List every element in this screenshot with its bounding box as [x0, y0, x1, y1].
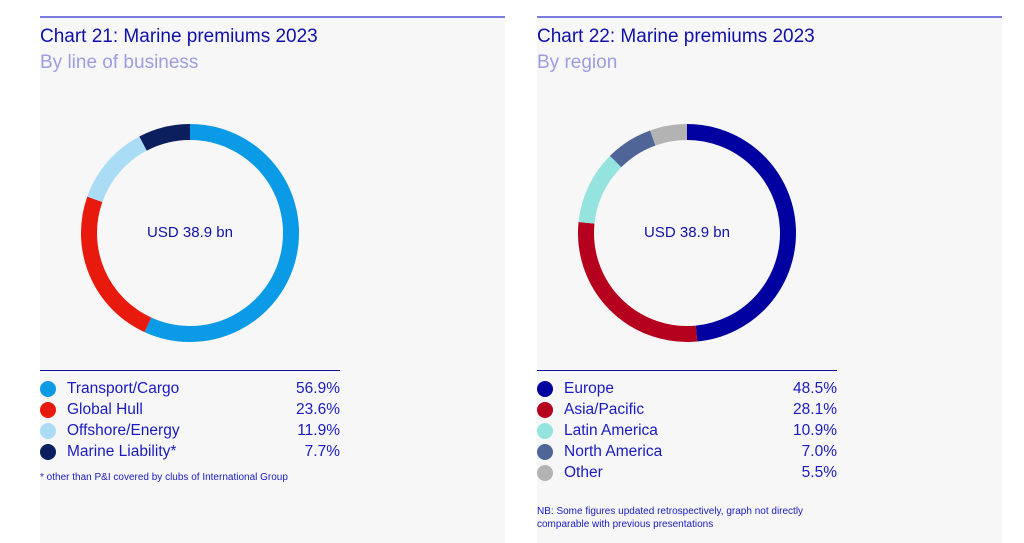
legend-label: Transport/Cargo: [67, 379, 180, 397]
chart-subtitle: By line of business: [40, 52, 199, 73]
donut-slice: [87, 136, 147, 203]
legend-item: Marine Liability* 7.7%: [40, 441, 340, 462]
chart-subtitle: By region: [537, 52, 618, 73]
legend-value: 28.1%: [793, 400, 837, 418]
legend-value: 10.9%: [793, 421, 837, 439]
center-label: USD 38.9 bn: [644, 224, 730, 241]
legend-swatch: [537, 380, 553, 397]
legend-label: Other: [564, 463, 603, 481]
legend-value: 56.9%: [296, 379, 340, 397]
donut-slice: [139, 124, 191, 151]
donut-slice: [81, 196, 152, 333]
legend-label: Marine Liability*: [67, 442, 177, 460]
chart-panel-lob: Chart 21: Marine premiums 2023 By line o…: [40, 16, 505, 543]
legend-label: Asia/Pacific: [564, 400, 645, 418]
donut-slice: [578, 155, 622, 224]
legend-label: Europe: [564, 379, 614, 397]
legend: Transport/Cargo 56.9% Global Hull 23.6% Offs…: [40, 370, 340, 462]
legend-swatch: [40, 443, 56, 460]
legend-item: Transport/Cargo 56.9%: [40, 378, 340, 399]
footnote: * other than P&I covered by clubs of Int…: [40, 472, 288, 483]
legend-item: Asia/Pacific 28.1%: [537, 399, 837, 420]
legend-swatch: [537, 401, 553, 418]
legend-label: North America: [564, 442, 663, 460]
legend-item: Latin America 10.9%: [537, 420, 837, 441]
donut-chart: [81, 124, 299, 342]
legend-label: Latin America: [564, 421, 658, 439]
legend-swatch: [40, 401, 56, 418]
legend-label: Global Hull: [67, 400, 143, 418]
donut-chart: [578, 124, 796, 342]
chart-title: Chart 21: Marine premiums 2023: [40, 26, 318, 47]
legend-value: 5.5%: [801, 463, 837, 481]
legend-value: 11.9%: [297, 421, 340, 439]
legend: Europe 48.5% Asia/Pacific 28.1% Latin Americ…: [537, 370, 837, 483]
donut-slice: [686, 124, 796, 342]
legend-item: Europe 48.5%: [537, 378, 837, 399]
donut-slice: [578, 222, 698, 342]
legend-swatch: [40, 380, 56, 397]
legend-swatch: [537, 443, 553, 460]
legend-value: 23.6%: [296, 400, 340, 418]
donut-slice: [144, 124, 299, 342]
donut-slice: [650, 124, 688, 146]
legend-item: Offshore/Energy 11.9%: [40, 420, 340, 441]
legend-value: 7.0%: [801, 442, 837, 460]
legend-label: Offshore/Energy: [67, 421, 180, 439]
legend-swatch: [537, 464, 553, 481]
chart-title: Chart 22: Marine premiums 2023: [537, 26, 815, 47]
legend-swatch: [537, 422, 553, 439]
legend-item: Other 5.5%: [537, 462, 837, 483]
donut-slice: [609, 130, 656, 168]
legend-swatch: [40, 422, 56, 439]
legend-value: 7.7%: [304, 442, 340, 460]
center-label: USD 38.9 bn: [147, 224, 233, 241]
legend-value: 48.5%: [793, 379, 837, 397]
legend-item: North America 7.0%: [537, 441, 837, 462]
legend-item: Global Hull 23.6%: [40, 399, 340, 420]
chart-panel-region: Chart 22: Marine premiums 2023 By region…: [537, 16, 1002, 543]
footnote: NB: Some figures updated retrospectively…: [537, 506, 804, 530]
